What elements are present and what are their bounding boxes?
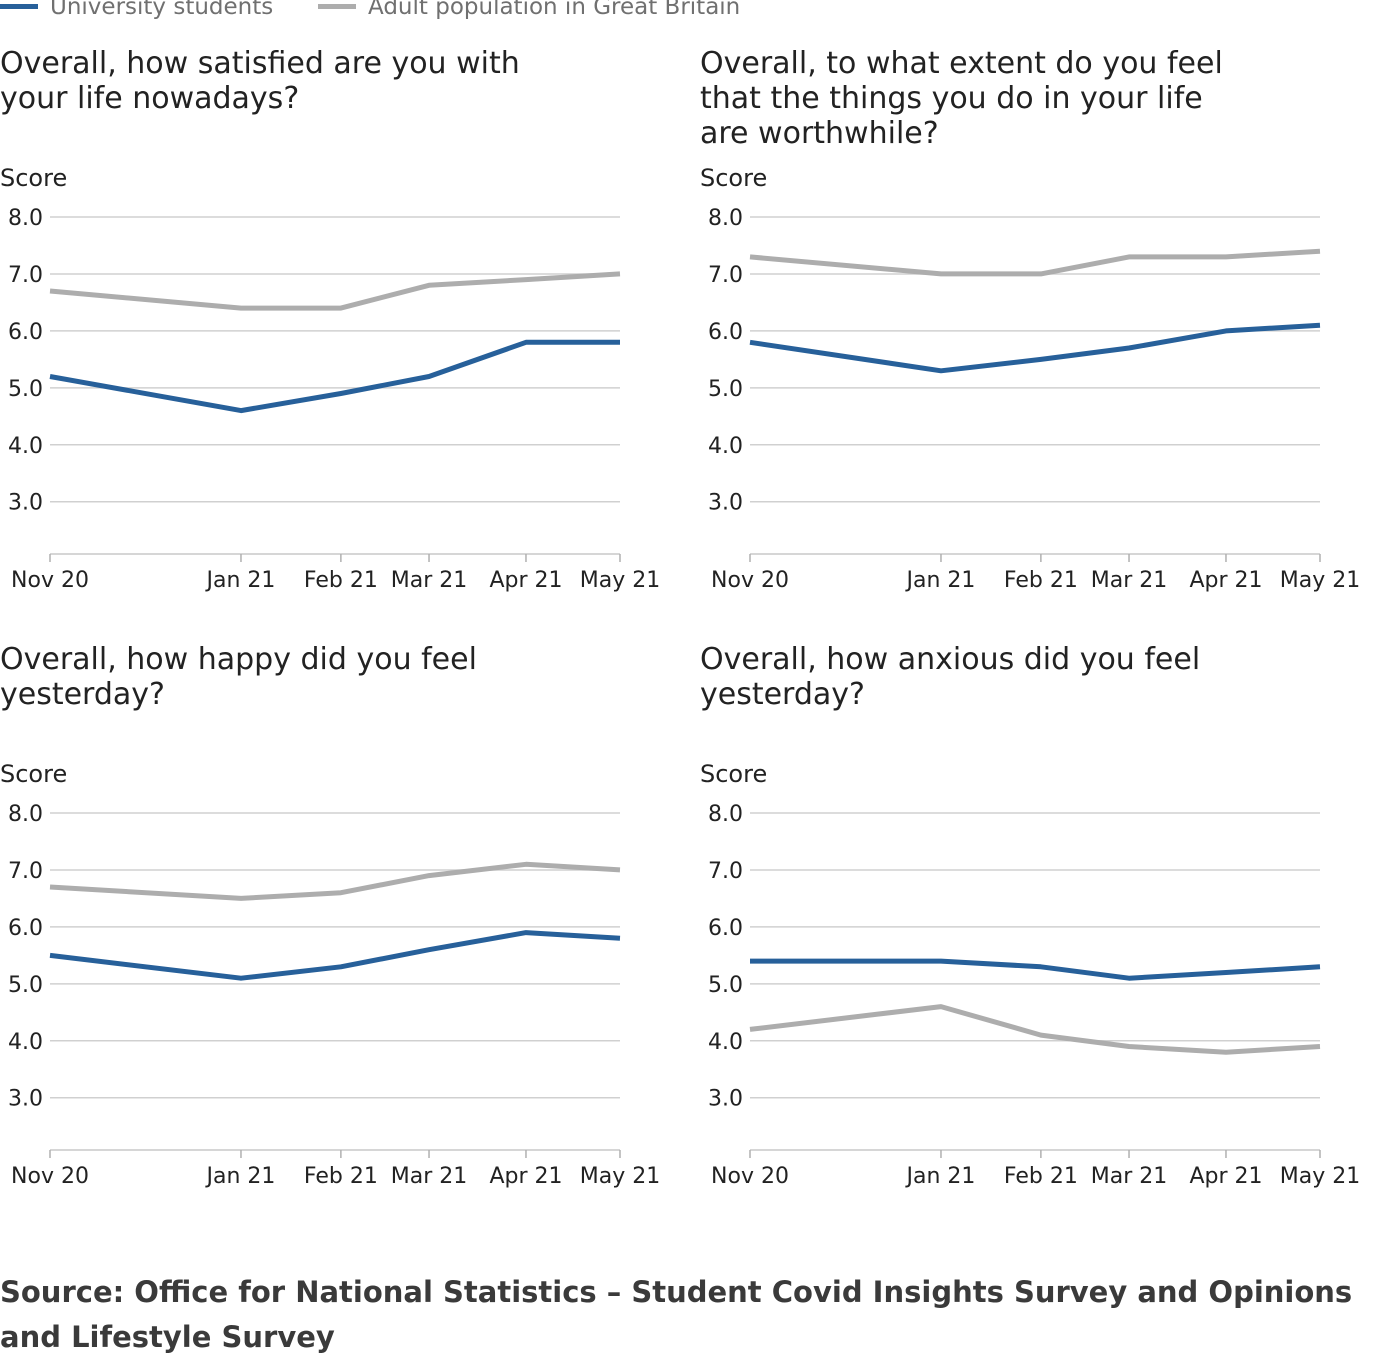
y-tick-label: 8.0 bbox=[708, 802, 743, 827]
y-tick-label: 6.0 bbox=[708, 320, 743, 345]
y-tick-label: 6.0 bbox=[8, 320, 43, 345]
line-chart-happiness: Score 8.0 7.0 6.0 5.0 4.0 3.0 Nov 20 Jan 21 Feb 2… bbox=[0, 760, 660, 1189]
series-line-adult-population-in-great-britain bbox=[749, 1004, 1321, 1055]
x-tick-label: Apr 21 bbox=[1189, 1164, 1262, 1189]
y-tick-label: 5.0 bbox=[708, 377, 743, 402]
y-tick-label: 4.0 bbox=[708, 1030, 743, 1055]
line-chart-life-satisfaction: Score 8.0 7.0 6.0 5.0 4.0 3.0 Nov 20 Jan 21 Feb 2… bbox=[0, 164, 660, 593]
y-tick-label: 7.0 bbox=[708, 263, 743, 288]
y-tick-label: 3.0 bbox=[708, 1087, 743, 1112]
y-tick-label: 7.0 bbox=[8, 263, 43, 288]
chart-title: Overall, how anxious did you feel yester… bbox=[700, 642, 1201, 712]
series-line-university-students bbox=[49, 339, 620, 414]
y-tick-label: 4.0 bbox=[8, 1030, 43, 1055]
x-tick-label: Nov 20 bbox=[711, 1164, 789, 1189]
x-tick-label: Nov 20 bbox=[11, 568, 89, 593]
x-tick-label: Jan 21 bbox=[205, 1164, 276, 1189]
x-tick-label: Mar 21 bbox=[391, 1164, 468, 1189]
legend-swatch-students bbox=[0, 4, 38, 9]
y-axis-label: Score bbox=[700, 760, 767, 788]
y-axis-label: Score bbox=[700, 164, 767, 192]
series-line-university-students bbox=[750, 958, 1321, 981]
x-tick-label: Apr 21 bbox=[1189, 568, 1262, 593]
y-axis-label: Score bbox=[0, 164, 67, 192]
y-tick-label: 3.0 bbox=[708, 491, 743, 516]
legend-label-students: University students bbox=[50, 0, 274, 20]
x-tick-label: May 21 bbox=[1280, 568, 1360, 593]
x-tick-label: Nov 20 bbox=[11, 1164, 89, 1189]
series-line-adult-population-in-great-britain bbox=[749, 248, 1321, 277]
x-tick-label: Apr 21 bbox=[489, 568, 562, 593]
x-tick-label: May 21 bbox=[580, 1164, 660, 1189]
legend-label-adults: Adult population in Great Britain bbox=[368, 0, 741, 20]
chart-panel-happiness: Overall, how happy did you feel yesterda… bbox=[0, 642, 690, 1232]
chart-panel-worthwhile: Overall, to what extent do you feel that… bbox=[700, 46, 1373, 636]
series-line-adult-population-in-great-britain bbox=[49, 271, 621, 311]
x-tick-label: Jan 21 bbox=[205, 568, 276, 593]
x-tick-label: Feb 21 bbox=[1004, 1164, 1078, 1189]
series-line-university-students bbox=[749, 322, 1321, 374]
y-tick-label: 8.0 bbox=[8, 802, 43, 827]
x-tick-label: Feb 21 bbox=[304, 568, 378, 593]
y-tick-label: 4.0 bbox=[8, 434, 43, 459]
chart-title: Overall, how happy did you feel yesterda… bbox=[0, 642, 477, 712]
y-tick-label: 5.0 bbox=[8, 973, 43, 998]
y-tick-label: 7.0 bbox=[708, 859, 743, 884]
x-tick-label: Mar 21 bbox=[1091, 1164, 1168, 1189]
x-tick-label: Jan 21 bbox=[905, 1164, 976, 1189]
y-tick-label: 6.0 bbox=[8, 916, 43, 941]
y-tick-label: 5.0 bbox=[8, 377, 43, 402]
x-tick-label: Feb 21 bbox=[1004, 568, 1078, 593]
y-tick-label: 8.0 bbox=[8, 206, 43, 231]
line-chart-anxiety: Score 8.0 7.0 6.0 5.0 4.0 3.0 Nov 20 Jan 21 Feb 2… bbox=[700, 760, 1360, 1189]
y-tick-label: 8.0 bbox=[708, 206, 743, 231]
y-tick-label: 3.0 bbox=[8, 491, 43, 516]
chart-title: Overall, to what extent do you feel that… bbox=[700, 46, 1223, 151]
source-note: Source: Office for National Statistics –… bbox=[0, 1275, 1353, 1354]
series-line-university-students bbox=[49, 930, 621, 981]
chart-title: Overall, how satisfied are you with your… bbox=[0, 46, 520, 116]
x-tick-label: May 21 bbox=[580, 568, 660, 593]
chart-panel-life-satisfaction: Overall, how satisfied are you with your… bbox=[0, 46, 690, 636]
line-chart-worthwhile: Score 8.0 7.0 6.0 5.0 4.0 3.0 Nov 20 Jan 21 Feb 2… bbox=[700, 164, 1360, 593]
x-tick-label: Apr 21 bbox=[489, 1164, 562, 1189]
x-tick-label: Nov 20 bbox=[711, 568, 789, 593]
x-tick-label: Jan 21 bbox=[905, 568, 976, 593]
series-line-adult-population-in-great-britain bbox=[49, 861, 621, 901]
y-tick-label: 3.0 bbox=[8, 1087, 43, 1112]
chart-panel-anxiety: Overall, how anxious did you feel yester… bbox=[700, 642, 1373, 1232]
y-tick-label: 6.0 bbox=[708, 916, 743, 941]
y-axis-label: Score bbox=[0, 760, 67, 788]
x-tick-label: Mar 21 bbox=[391, 568, 468, 593]
x-tick-label: Mar 21 bbox=[1091, 568, 1168, 593]
y-tick-label: 4.0 bbox=[708, 434, 743, 459]
y-tick-label: 5.0 bbox=[708, 973, 743, 998]
y-tick-label: 7.0 bbox=[8, 859, 43, 884]
legend-swatch-adults bbox=[318, 4, 356, 9]
x-tick-label: Feb 21 bbox=[304, 1164, 378, 1189]
x-tick-label: May 21 bbox=[1280, 1164, 1360, 1189]
